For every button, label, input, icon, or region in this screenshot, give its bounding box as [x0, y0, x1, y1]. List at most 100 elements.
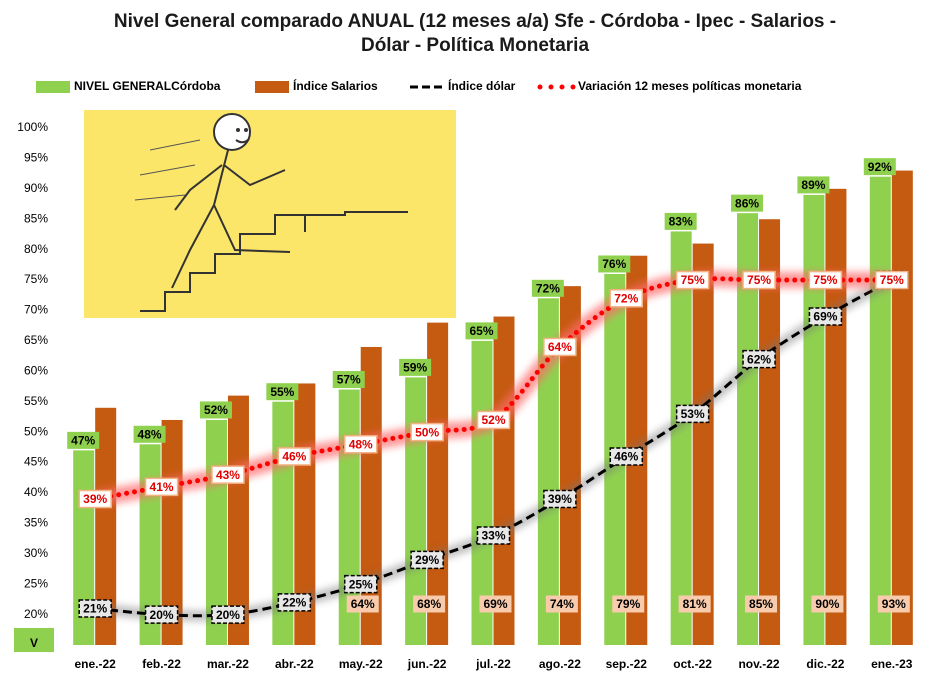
data-label: 39% [83, 492, 107, 506]
data-label: 46% [282, 450, 306, 464]
bar [360, 346, 382, 645]
data-label-bg [133, 425, 166, 443]
data-label: 59% [403, 361, 427, 375]
x-tick-label: ene.-22 [75, 657, 117, 671]
bar [405, 377, 427, 645]
data-label: 74% [550, 597, 574, 611]
data-label: 89% [801, 178, 825, 192]
data-label-bg [277, 593, 312, 612]
bar [825, 188, 847, 645]
data-label: 68% [417, 597, 441, 611]
data-label-bg [144, 477, 179, 497]
data-label: 48% [349, 437, 373, 451]
data-label: 46% [614, 450, 638, 464]
data-label-bg [609, 289, 644, 308]
x-tick-label: mar.-22 [207, 657, 249, 671]
x-tick-label: dic.-22 [806, 657, 844, 671]
data-label-bg [745, 595, 778, 613]
x-tick-label: may.-22 [339, 657, 383, 671]
data-label-bg [277, 447, 312, 466]
y-tick-label: 70% [24, 303, 48, 317]
bar [95, 407, 117, 645]
data-label: 22% [282, 596, 306, 610]
data-label-bg [742, 270, 776, 290]
y-tick-label: 85% [24, 211, 48, 225]
data-label-bg [410, 550, 444, 570]
bar [891, 170, 913, 645]
x-tick-label: ene.-23 [871, 657, 913, 671]
bar [692, 243, 714, 646]
x-tick-label: nov.-22 [738, 657, 779, 671]
y-tick-label: 30% [24, 546, 48, 560]
y-tick-label: 35% [24, 516, 48, 530]
data-label: 53% [681, 407, 705, 421]
data-label: 81% [683, 597, 707, 611]
data-label-bg [543, 337, 577, 357]
x-tick-label: jun.-22 [407, 657, 447, 671]
y-tick-label: 20% [24, 607, 48, 621]
data-label-bg [598, 255, 631, 273]
data-label: 85% [749, 597, 773, 611]
data-label-bg [346, 595, 379, 613]
data-label: 39% [548, 492, 572, 506]
y-tick-label: 40% [24, 485, 48, 499]
data-label-bg [144, 605, 179, 624]
illustration [84, 110, 456, 318]
legend-swatch [255, 81, 289, 93]
data-label-bg [332, 371, 365, 389]
data-label: 90% [815, 597, 839, 611]
y-tick-label: 90% [24, 181, 48, 195]
data-label-bg [808, 307, 843, 326]
data-label-bg [78, 489, 112, 509]
data-label: 41% [150, 480, 174, 494]
data-label: 21% [83, 602, 107, 616]
data-label: 86% [735, 196, 759, 210]
legend-label: Índice dólar [448, 78, 516, 93]
y-tick-label: 80% [24, 242, 48, 256]
bar [869, 176, 891, 646]
legend-label: NIVEL GENERALCórdoba [74, 79, 221, 93]
y-tick-label: 95% [24, 151, 48, 165]
data-label-bg [797, 176, 830, 194]
data-label: 64% [548, 340, 572, 354]
data-label-bg [343, 574, 378, 594]
data-label: 65% [469, 324, 493, 338]
data-label: 20% [216, 608, 240, 622]
data-label-bg [476, 526, 511, 545]
data-label-bg [465, 322, 498, 340]
data-label-bg [863, 158, 896, 176]
data-label-bg [545, 595, 578, 613]
data-label-bg [211, 465, 245, 484]
data-label: 69% [483, 597, 507, 611]
x-tick-label: oct.-22 [673, 657, 712, 671]
corner-box [14, 628, 54, 652]
data-label: 79% [616, 597, 640, 611]
x-tick-label: feb.-22 [142, 657, 181, 671]
bar [803, 194, 825, 645]
data-label-bg [675, 404, 710, 424]
data-label: 25% [349, 577, 373, 591]
bar [759, 219, 781, 645]
data-label-bg [531, 279, 564, 297]
data-label: 57% [337, 373, 361, 387]
chart-title: Nivel General comparado ANUAL (12 meses … [113, 11, 837, 56]
x-tick-label: sep.-22 [606, 657, 648, 671]
data-label: 55% [270, 385, 294, 399]
data-label: 92% [868, 160, 892, 174]
data-label-bg [877, 595, 910, 613]
data-label-bg [675, 270, 710, 290]
x-tick-label: abr.-22 [275, 657, 314, 671]
x-tick-label: jul.-22 [475, 657, 511, 671]
y-tick-label: 75% [24, 272, 48, 286]
y-tick-label: 25% [24, 576, 48, 590]
data-label-bg [479, 595, 512, 613]
data-label-bg [609, 447, 644, 466]
data-label-bg [742, 349, 776, 369]
data-label: 72% [536, 281, 560, 295]
y-tick-label: 45% [24, 455, 48, 469]
data-label: 72% [614, 291, 638, 305]
legend-swatch [36, 81, 70, 93]
data-label-bg [875, 270, 909, 290]
bar [559, 286, 581, 645]
